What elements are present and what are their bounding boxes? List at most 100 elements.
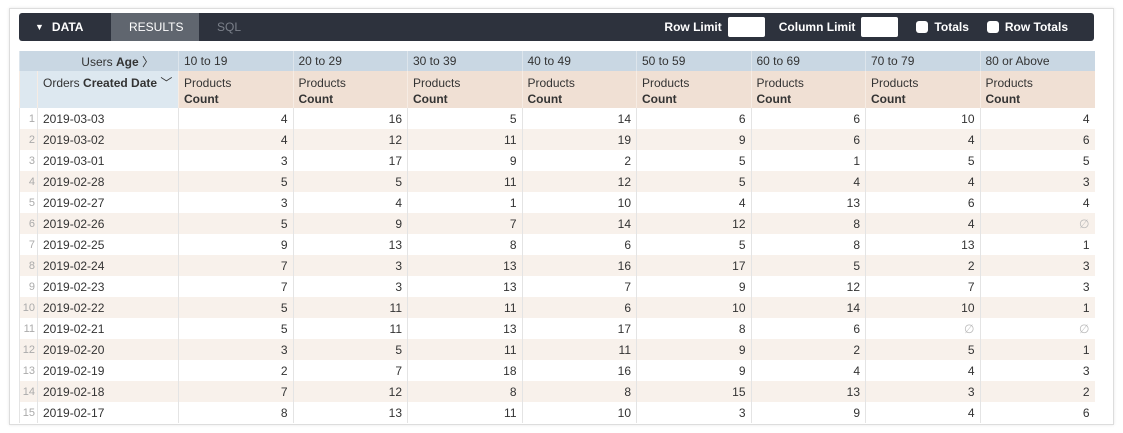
row-number: 10 xyxy=(19,297,38,318)
value-cell: 9 xyxy=(750,402,866,423)
value-cell: 16 xyxy=(292,108,408,129)
pivot-column-header[interactable]: 80 or Above xyxy=(979,51,1095,71)
totals-checkbox[interactable] xyxy=(916,21,929,33)
value-cell: 5 xyxy=(750,255,866,276)
value-cell: 9 xyxy=(636,129,751,150)
measure-name: Count xyxy=(184,92,219,106)
row-number: 12 xyxy=(19,339,38,360)
pivot-dimension-header[interactable]: Users Age 〉 xyxy=(19,51,179,71)
value-cell: 1 xyxy=(979,297,1095,318)
value-cell: 4 xyxy=(979,108,1095,129)
null-cell: ∅ xyxy=(979,318,1095,339)
null-cell: ∅ xyxy=(865,318,980,339)
value-cell: 3 xyxy=(178,339,293,360)
date-cell: 2019-02-26 xyxy=(37,213,179,234)
chevron-right-icon: 〉 xyxy=(141,54,154,69)
value-cell: 11 xyxy=(521,339,637,360)
table-row: 8 2019-02-24 7 3 13 16 17 5 2 3 xyxy=(19,255,1095,276)
measure-prefix: Products xyxy=(413,76,461,90)
row-totals-checkbox[interactable] xyxy=(986,21,999,33)
value-cell: 3 xyxy=(178,150,293,171)
value-cell: 2 xyxy=(178,360,293,381)
value-cell: 12 xyxy=(292,381,408,402)
value-cell: 8 xyxy=(178,402,293,423)
pivot-column-header[interactable]: 70 to 79 xyxy=(865,51,980,71)
value-cell: 16 xyxy=(521,360,637,381)
table-row: 6 2019-02-26 5 9 7 14 12 8 4 ∅ xyxy=(19,213,1095,234)
measure-header[interactable]: Products Count xyxy=(407,71,522,108)
pivot-column-header[interactable]: 30 to 39 xyxy=(407,51,522,71)
row-number: 5 xyxy=(19,192,38,213)
table-row: 5 2019-02-27 3 4 1 10 4 13 6 4 xyxy=(19,192,1095,213)
row-number: 3 xyxy=(19,150,38,171)
value-cell: 14 xyxy=(750,297,866,318)
value-cell: 7 xyxy=(407,213,522,234)
measure-header[interactable]: Products Count xyxy=(636,71,751,108)
date-cell: 2019-03-02 xyxy=(37,129,179,150)
value-cell: 4 xyxy=(178,108,293,129)
value-cell: 13 xyxy=(292,234,408,255)
value-cell: 4 xyxy=(292,192,408,213)
date-cell: 2019-02-23 xyxy=(37,276,179,297)
tab-results[interactable]: RESULTS xyxy=(111,13,199,41)
value-cell: 7 xyxy=(521,276,637,297)
value-cell: 12 xyxy=(750,276,866,297)
value-cell: 13 xyxy=(750,381,866,402)
measure-prefix: Products xyxy=(642,76,690,90)
measure-header[interactable]: Products Count xyxy=(865,71,980,108)
measure-header[interactable]: Products Count xyxy=(979,71,1095,108)
row-number: 11 xyxy=(19,318,38,339)
pivot-column-header[interactable]: 50 to 59 xyxy=(636,51,751,71)
value-cell: 10 xyxy=(865,297,980,318)
value-cell: 10 xyxy=(521,402,637,423)
value-cell: 17 xyxy=(521,318,637,339)
value-cell: 19 xyxy=(521,129,637,150)
measure-header[interactable]: Products Count xyxy=(750,71,866,108)
measure-header[interactable]: Products Count xyxy=(521,71,637,108)
totals-label: Totals xyxy=(934,20,969,34)
row-number: 14 xyxy=(19,381,38,402)
measure-name: Count xyxy=(871,92,906,106)
date-cell: 2019-02-27 xyxy=(37,192,179,213)
value-cell: 5 xyxy=(979,150,1095,171)
data-toggle[interactable]: ▼ DATA xyxy=(35,20,84,34)
table-row: 12 2019-02-20 3 5 11 11 9 2 5 1 xyxy=(19,339,1095,360)
pivot-column-header[interactable]: 60 to 69 xyxy=(750,51,866,71)
row-number: 1 xyxy=(19,108,38,129)
value-cell: 5 xyxy=(178,213,293,234)
row-dimension-header[interactable]: Orders Created Date ﹀ xyxy=(37,71,179,108)
measure-header[interactable]: Products Count xyxy=(292,71,408,108)
pivot-column-header[interactable]: 20 to 29 xyxy=(292,51,408,71)
value-cell: 3 xyxy=(979,255,1095,276)
value-cell: 15 xyxy=(636,381,751,402)
pivot-column-header[interactable]: 40 to 49 xyxy=(521,51,637,71)
value-cell: 13 xyxy=(407,276,522,297)
measure-prefix: Products xyxy=(527,76,575,90)
value-cell: 14 xyxy=(521,213,637,234)
measure-name: Count xyxy=(985,92,1021,106)
value-cell: 11 xyxy=(407,171,522,192)
results-panel xyxy=(9,8,1114,425)
tab-sql[interactable]: SQL xyxy=(217,20,242,34)
column-limit-input[interactable] xyxy=(861,17,899,37)
value-cell: 14 xyxy=(521,108,637,129)
value-cell: 4 xyxy=(979,192,1095,213)
value-cell: 8 xyxy=(750,234,866,255)
value-cell: 12 xyxy=(292,129,408,150)
value-cell: 13 xyxy=(407,318,522,339)
row-number: 15 xyxy=(19,402,38,423)
table-row: 10 2019-02-22 5 11 11 6 10 14 10 1 xyxy=(19,297,1095,318)
value-cell: 4 xyxy=(178,129,293,150)
value-cell: 6 xyxy=(979,129,1095,150)
value-cell: 6 xyxy=(865,192,980,213)
chevron-down-icon: ﹀ xyxy=(160,76,173,90)
row-limit-input[interactable] xyxy=(727,17,765,37)
date-cell: 2019-02-19 xyxy=(37,360,179,381)
value-cell: 5 xyxy=(636,150,751,171)
value-cell: 3 xyxy=(292,276,408,297)
value-cell: 12 xyxy=(636,213,751,234)
measure-header[interactable]: Products Count xyxy=(178,71,293,108)
value-cell: 6 xyxy=(750,108,866,129)
pivot-column-header[interactable]: 10 to 19 xyxy=(178,51,293,71)
value-cell: 2 xyxy=(865,255,980,276)
